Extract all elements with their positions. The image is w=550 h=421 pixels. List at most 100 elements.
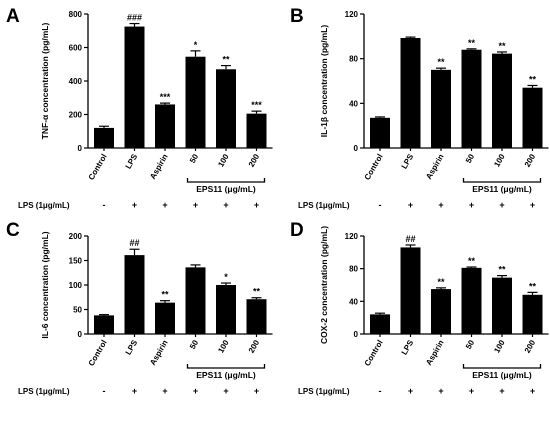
y-tick-label: 200 <box>69 111 83 120</box>
bar-lps <box>124 26 145 148</box>
y-tick-label: 0 <box>354 330 359 339</box>
lps-sign: + <box>193 386 198 396</box>
category-label: 200 <box>247 152 262 169</box>
bar-aspirin <box>431 69 451 148</box>
y-tick-label: 40 <box>349 99 358 108</box>
category-label: LPS <box>124 152 140 171</box>
bar-aspirin <box>155 104 175 148</box>
eps11-group-bracket <box>462 178 542 183</box>
y-tick-label: 120 <box>345 232 359 241</box>
category-label: 50 <box>188 152 201 165</box>
lps-sign: + <box>530 200 535 210</box>
category-label: 50 <box>188 338 201 351</box>
category-label: Aspirin <box>148 338 170 366</box>
significance-marker: ** <box>529 74 537 84</box>
category-label: 100 <box>216 338 231 355</box>
lps-sign: + <box>254 386 259 396</box>
bar-lps <box>400 247 421 334</box>
y-axis-title: TNF-α concentration (pg/mL) <box>40 23 50 140</box>
category-label: 50 <box>464 152 477 165</box>
y-axis-title: IL-6 concentration (pg/mL) <box>40 231 50 338</box>
significance-marker: ** <box>253 287 261 297</box>
eps11-group-bracket <box>462 364 542 369</box>
category-label: 200 <box>247 338 262 355</box>
category-label: Control <box>87 339 109 368</box>
y-tick-label: 100 <box>69 281 83 290</box>
category-label: 100 <box>216 152 231 169</box>
category-label: Control <box>363 153 385 182</box>
bar-aspirin <box>155 302 175 334</box>
y-tick-label: 50 <box>73 306 82 315</box>
y-tick-label: 120 <box>345 10 359 19</box>
panel-b: B 0 40 80 120 IL-1β concentration (pg/mL) Cont… <box>290 6 549 210</box>
lps-sign: + <box>469 386 474 396</box>
bar-50 <box>185 267 206 334</box>
category-label: 200 <box>523 338 538 355</box>
significance-marker: ** <box>468 38 476 48</box>
eps11-group-label: EPS11 (μg/mL) <box>196 184 256 194</box>
bar-100 <box>216 69 236 148</box>
category-label: LPS <box>124 338 140 357</box>
category-label: Aspirin <box>424 338 446 366</box>
y-tick-label: 80 <box>349 55 358 64</box>
lps-sign: + <box>408 200 413 210</box>
bar-50 <box>185 56 206 148</box>
lps-sign: + <box>223 200 228 210</box>
lps-sign: - <box>379 386 382 396</box>
lps-row-label: LPS (1μg/mL) <box>18 387 70 396</box>
bar-100 <box>216 285 236 334</box>
category-label: Control <box>87 153 109 182</box>
lps-sign: + <box>438 386 443 396</box>
significance-marker: *** <box>160 92 171 102</box>
y-tick-label: 80 <box>349 265 358 274</box>
bar-control <box>370 314 390 334</box>
significance-marker: ** <box>498 41 506 51</box>
y-tick-label: 600 <box>69 44 83 53</box>
bar-lps <box>400 38 421 149</box>
lps-sign: + <box>254 200 259 210</box>
lps-sign: - <box>379 200 382 210</box>
significance-marker: ** <box>222 55 230 65</box>
category-label: LPS <box>400 338 416 357</box>
eps11-group-label: EPS11 (μg/mL) <box>472 184 532 194</box>
lps-sign: - <box>103 200 106 210</box>
bar-lps <box>124 255 145 334</box>
category-label: 100 <box>492 338 507 355</box>
significance-marker: * <box>224 272 228 282</box>
bar-50 <box>461 49 482 148</box>
lps-sign: + <box>132 200 137 210</box>
bar-control <box>94 315 114 334</box>
significance-marker: ** <box>161 290 169 300</box>
lps-sign: + <box>499 386 504 396</box>
bar-aspirin <box>431 289 451 334</box>
lps-sign: + <box>408 386 413 396</box>
lps-sign: + <box>499 200 504 210</box>
significance-marker: ** <box>437 277 445 287</box>
eps11-group-bracket <box>186 364 266 369</box>
lps-row-label: LPS (1μg/mL) <box>298 387 350 396</box>
bar-200 <box>522 87 543 148</box>
bar-200 <box>246 299 267 334</box>
y-tick-label: 0 <box>78 144 83 153</box>
y-tick-label: 800 <box>69 10 83 19</box>
lps-sign: + <box>438 200 443 210</box>
significance-marker: ### <box>127 13 142 23</box>
lps-sign: + <box>162 386 167 396</box>
y-tick-label: 400 <box>69 77 83 86</box>
y-axis-title: COX-2 concentration (pg/mL) <box>319 226 329 344</box>
lps-row-label: LPS (1μg/mL) <box>18 201 70 210</box>
lps-sign: + <box>193 200 198 210</box>
category-label: LPS <box>400 152 416 171</box>
panel-a: A 0 200 400 600 800 TNF-α concentration (pg/mL… <box>6 6 273 210</box>
y-tick-label: 150 <box>69 257 83 266</box>
category-label: 100 <box>492 152 507 169</box>
bar-50 <box>461 267 482 334</box>
panel-c: C 0 50 100 150 200 IL-6 concentration (pg/mL) C… <box>6 220 273 396</box>
category-label: Control <box>363 339 385 368</box>
lps-sign: - <box>103 386 106 396</box>
y-tick-label: 0 <box>78 330 83 339</box>
bar-control <box>94 127 114 148</box>
category-label: 50 <box>464 338 477 351</box>
category-label: 200 <box>523 152 538 169</box>
